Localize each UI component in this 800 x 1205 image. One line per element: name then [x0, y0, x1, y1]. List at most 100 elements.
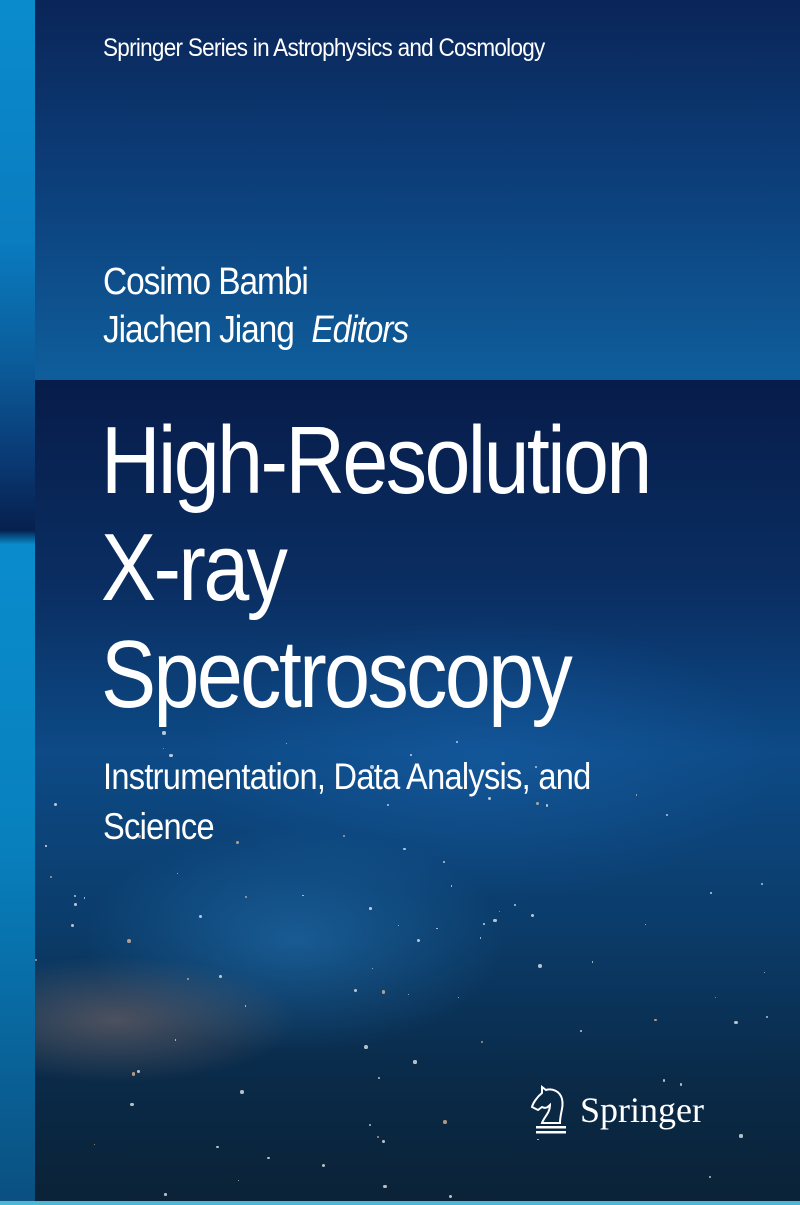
star	[734, 1021, 738, 1025]
springer-logo: Springer	[530, 1085, 704, 1135]
star	[579, 1030, 582, 1033]
star	[505, 776, 508, 778]
star	[376, 1136, 380, 1139]
star	[644, 923, 647, 925]
editors-block: Cosimo Bambi Jiachen Jiang Editors	[103, 258, 409, 354]
title-line: X-ray	[101, 514, 288, 621]
star	[679, 1082, 683, 1086]
subtitle-line: Instrumentation, Data Analysis, and	[103, 756, 591, 797]
header-band	[35, 0, 800, 380]
star	[219, 975, 223, 978]
star	[302, 894, 304, 896]
star	[450, 885, 453, 887]
star	[457, 996, 460, 998]
star	[410, 754, 413, 757]
star	[83, 897, 86, 899]
star	[710, 891, 712, 894]
star	[493, 918, 497, 923]
star	[709, 1175, 712, 1178]
series-name: Springer Series in Astrophysics and Cosm…	[103, 34, 545, 62]
star	[534, 765, 538, 769]
star	[168, 753, 173, 758]
star	[369, 765, 374, 770]
star	[216, 1145, 219, 1148]
star	[74, 903, 77, 906]
star	[765, 1016, 768, 1019]
star	[480, 937, 482, 939]
book-subtitle: Instrumentation, Data Analysis, and Scie…	[103, 752, 591, 852]
star	[187, 978, 190, 980]
star	[635, 794, 638, 796]
star	[164, 1193, 167, 1196]
star	[536, 1138, 539, 1141]
nebula-background	[35, 380, 800, 1205]
star	[381, 1139, 385, 1143]
star	[176, 872, 178, 874]
star	[443, 1120, 447, 1124]
star	[363, 1045, 368, 1050]
star	[235, 841, 239, 845]
star	[436, 928, 438, 930]
star	[45, 845, 47, 847]
knight-horse-icon	[530, 1085, 566, 1134]
subtitle-line: Science	[103, 806, 215, 847]
star	[538, 964, 542, 969]
star	[369, 907, 372, 910]
star	[73, 895, 76, 898]
editor-name: Cosimo Bambi	[103, 261, 309, 303]
star	[342, 834, 345, 838]
title-line: Spectroscopy	[101, 621, 573, 728]
star	[381, 990, 386, 994]
star	[665, 813, 668, 816]
bottom-edge	[0, 1201, 800, 1205]
star	[378, 1077, 381, 1080]
star	[131, 1072, 136, 1076]
star	[407, 993, 410, 995]
star	[480, 1040, 484, 1044]
star	[487, 797, 491, 801]
star	[514, 904, 517, 907]
star	[403, 847, 406, 850]
spine-strip	[0, 0, 35, 1205]
star	[498, 910, 500, 912]
title-line: High-Resolution	[101, 407, 652, 514]
star	[49, 875, 53, 879]
star	[482, 923, 485, 925]
star	[162, 731, 166, 735]
star	[383, 1184, 388, 1189]
star	[368, 1124, 371, 1127]
star	[591, 961, 594, 963]
star	[244, 895, 247, 898]
star	[739, 1134, 743, 1138]
editor-name: Jiachen Jiang	[103, 309, 295, 351]
star	[662, 1079, 666, 1082]
star	[71, 923, 75, 927]
star	[163, 747, 165, 749]
star	[35, 958, 38, 962]
star	[322, 1163, 326, 1167]
star	[237, 1179, 239, 1181]
star	[386, 803, 390, 807]
book-title: High-Resolution X-ray Spectroscopy	[101, 407, 652, 728]
star	[416, 938, 421, 943]
star	[545, 804, 549, 807]
star	[353, 988, 357, 992]
star	[530, 913, 534, 918]
star	[449, 1195, 453, 1199]
star	[456, 741, 459, 744]
star	[653, 1018, 657, 1022]
star	[535, 802, 539, 806]
star	[371, 967, 374, 970]
star	[267, 1156, 270, 1160]
star	[240, 1090, 245, 1094]
star	[286, 742, 288, 745]
star	[138, 835, 141, 838]
star	[413, 1060, 417, 1064]
star	[442, 861, 446, 864]
star	[509, 770, 512, 773]
star	[53, 802, 57, 806]
star	[136, 1070, 140, 1073]
star	[398, 924, 400, 926]
star	[174, 1039, 177, 1041]
editors-role: Editors	[311, 309, 409, 351]
